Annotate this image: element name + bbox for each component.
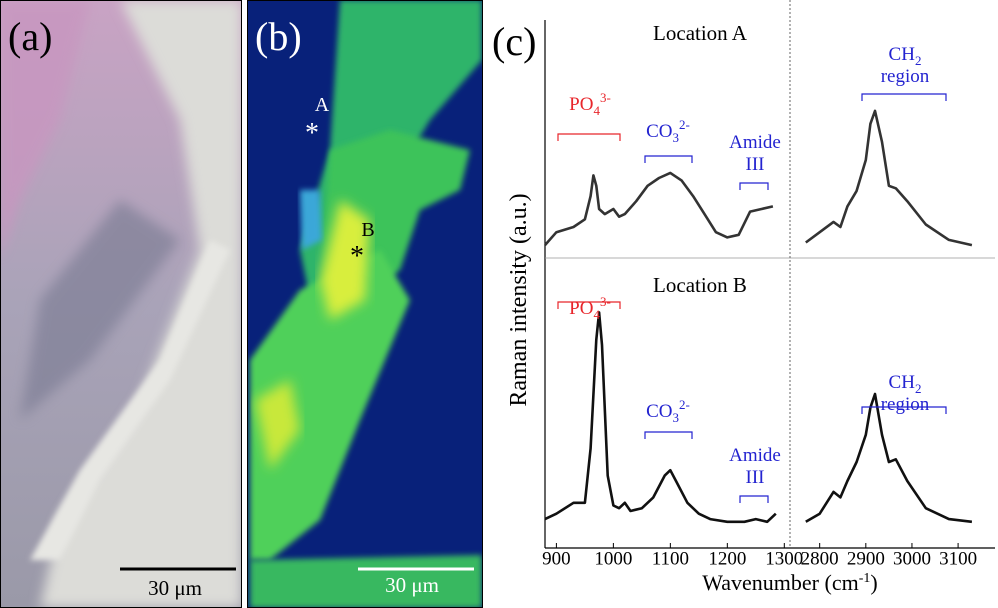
point-label: A — [315, 94, 330, 116]
annotation-sub: 4 — [593, 307, 600, 322]
annotation: CO32- — [646, 117, 690, 145]
point-marker: * — [305, 118, 319, 149]
annotation: CO32- — [646, 397, 690, 425]
point-label: B — [361, 219, 374, 241]
annotation-sub: 2 — [915, 53, 922, 68]
annotation-sub: 2 — [915, 381, 922, 396]
spectrum-line — [805, 392, 973, 524]
x-tick-label: 1300 — [765, 548, 803, 569]
annotation-bracket — [557, 133, 621, 141]
x-tick-label: 1000 — [594, 548, 632, 569]
x-axis-label-end: ) — [870, 570, 877, 595]
x-tick-label: 900 — [542, 548, 571, 569]
panel-label: (a) — [8, 14, 52, 59]
annotation-sup: 2- — [679, 117, 690, 132]
annotation-text: Amide — [729, 445, 781, 466]
spectrum-line — [805, 109, 973, 247]
annotation-bracket — [557, 301, 621, 309]
annotation-line2: region — [881, 66, 930, 87]
panel-label: (c) — [492, 19, 536, 64]
scale-bar-label: 30 μm — [148, 576, 202, 600]
annotation-bracket — [861, 406, 947, 414]
annotation-bracket — [739, 182, 769, 190]
x-tick-label: 3000 — [893, 548, 931, 569]
x-tick-label: 1200 — [708, 548, 746, 569]
annotation-text: CH — [889, 44, 916, 65]
point-marker: * — [350, 241, 364, 272]
annotation-sup: 2- — [679, 397, 690, 412]
annotation-line2: III — [746, 467, 765, 488]
annotation-sub: 3 — [673, 130, 680, 145]
annotation: CH2 — [889, 44, 922, 68]
annotation: Amide — [729, 445, 781, 466]
annotation-text: CO — [646, 401, 672, 422]
spectrum-line — [544, 171, 774, 246]
x-axis-label-text: Wavenumber (cm — [702, 570, 858, 595]
annotation-text: CH — [889, 372, 916, 393]
x-tick-label: 2900 — [847, 548, 885, 569]
x-axis-label-sup: -1 — [859, 571, 871, 586]
panel-b-image — [248, 1, 482, 607]
x-tick-label: 2800 — [801, 548, 839, 569]
y-axis-label: Raman intensity (a.u.) — [506, 193, 532, 406]
annotation-text: Amide — [729, 132, 781, 153]
annotation-bracket — [739, 495, 769, 503]
annotation: CH2 — [889, 372, 922, 396]
x-axis-label: Wavenumber (cm-1) — [702, 570, 877, 595]
annotation: Amide — [729, 132, 781, 153]
annotation: PO43- — [569, 90, 611, 118]
chart-title: Location B — [653, 273, 747, 297]
x-tick-label: 3100 — [939, 548, 977, 569]
annotation-line2: III — [746, 154, 765, 175]
scale-bar-label: 30 μm — [385, 573, 439, 597]
panel-label: (b) — [255, 14, 302, 59]
annotation: PO43- — [569, 294, 611, 322]
annotation-bracket — [644, 155, 693, 163]
annotation-bracket — [644, 431, 693, 439]
annotation-sub: 3 — [673, 410, 680, 425]
annotation-sub: 4 — [593, 103, 600, 118]
annotation-bracket — [861, 93, 947, 101]
spectrum-line — [544, 311, 777, 524]
annotation-line2: region — [881, 394, 930, 415]
chart-title: Location A — [653, 21, 748, 45]
panel-a-image — [1, 1, 241, 607]
annotation-text: PO — [569, 298, 593, 319]
x-tick-label: 1100 — [652, 548, 689, 569]
annotation-text: CO — [646, 121, 672, 142]
annotation-text: PO — [569, 94, 593, 115]
annotation-sup: 3- — [600, 90, 611, 105]
